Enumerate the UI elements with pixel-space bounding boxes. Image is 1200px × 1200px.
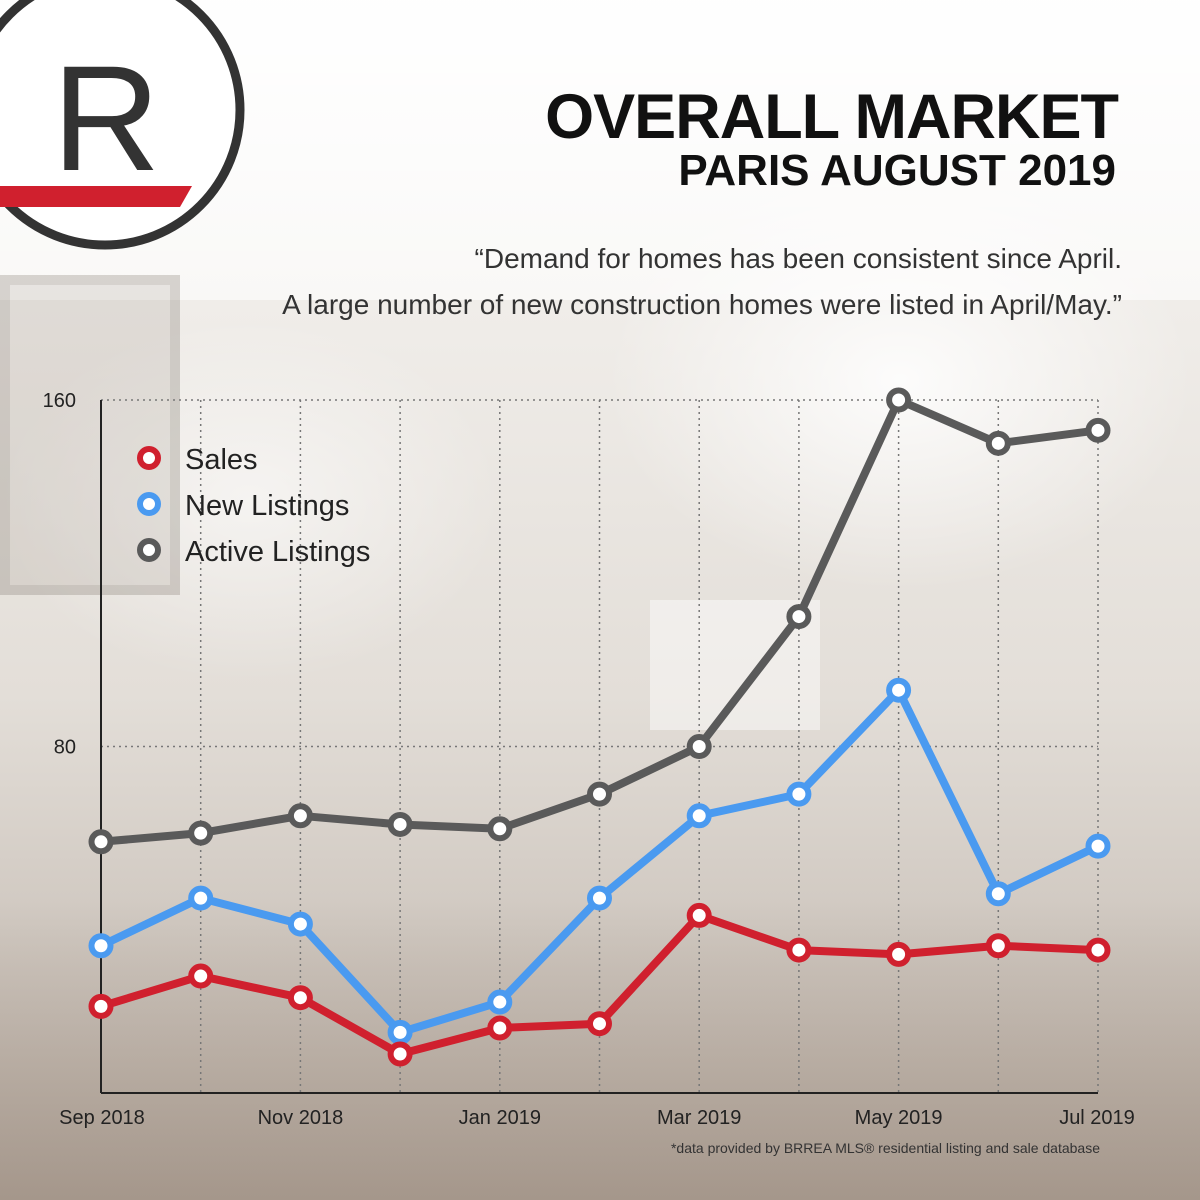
legend-marker [137, 538, 161, 562]
data-point-sales [287, 985, 313, 1011]
data-point-active-listings [985, 430, 1011, 456]
data-point-new-listings [886, 677, 912, 703]
data-point-active-listings [188, 820, 214, 846]
data-point-sales [387, 1041, 413, 1067]
data-point-sales [1085, 937, 1111, 963]
data-point-active-listings [686, 734, 712, 759]
data-point-sales [786, 937, 812, 963]
data-point-sales [886, 941, 912, 967]
data-point-new-listings [188, 885, 214, 911]
logo-ring [0, 0, 245, 250]
chart-grid [101, 399, 1099, 1093]
data-point-sales [587, 1011, 612, 1037]
data-point-active-listings [886, 387, 912, 413]
legend-label: Sales [185, 444, 258, 476]
x-tick-label: May 2019 [855, 1107, 943, 1129]
data-point-sales [487, 1015, 513, 1041]
data-point-active-listings [88, 829, 114, 855]
page-subtitle: PARIS AUGUST 2019 [678, 146, 1116, 195]
data-point-sales [686, 902, 712, 928]
brand-logo: R [0, 0, 245, 250]
data-point-new-listings [1085, 833, 1111, 859]
data-point-new-listings [985, 881, 1011, 907]
data-point-sales [985, 933, 1011, 959]
logo-stripe [0, 186, 192, 207]
quote-line-1: “Demand for homes has been consistent si… [474, 243, 1122, 274]
data-point-active-listings [387, 811, 413, 837]
data-point-new-listings [88, 933, 114, 959]
quote: “Demand for homes has been consistent si… [282, 236, 1122, 328]
x-tick-label: Sep 2018 [59, 1107, 145, 1129]
legend-marker [137, 446, 161, 470]
data-point-new-listings [786, 781, 812, 807]
chart-axes [100, 400, 1098, 1094]
data-point-sales [188, 963, 214, 989]
chart-legend: Sales New Listings Active Listings [137, 444, 370, 568]
series-line-new-listings [97, 686, 1102, 1037]
data-source-footnote: *data provided by BRREA MLS® residential… [670, 1140, 1100, 1156]
x-tick-label: Nov 2018 [258, 1107, 344, 1129]
quote-line-2: A large number of new construction homes… [282, 289, 1122, 320]
logo-letter: R [52, 34, 160, 202]
data-point-new-listings [387, 1019, 413, 1045]
data-point-new-listings [686, 803, 712, 829]
data-point-active-listings [487, 816, 513, 842]
legend-label: Active Listings [185, 536, 370, 568]
y-tick-label: 80 [54, 737, 76, 759]
y-tick-label: 160 [43, 390, 76, 412]
x-tick-label: Mar 2019 [657, 1107, 742, 1129]
x-tick-label: Jul 2019 [1059, 1107, 1135, 1129]
data-point-new-listings [587, 885, 612, 911]
data-point-sales [88, 993, 114, 1019]
data-point-new-listings [287, 911, 313, 937]
chart-tick-labels: 80 160 Sep 2018 Nov 2018 Jan 2019 Mar 2019 May… [43, 390, 1135, 1129]
data-point-active-listings [1085, 417, 1111, 443]
legend-marker [137, 492, 161, 516]
data-point-new-listings [487, 989, 513, 1015]
data-point-active-listings [287, 803, 313, 829]
data-point-active-listings [786, 604, 812, 630]
data-point-active-listings [587, 781, 612, 807]
page-title: OVERALL MARKET [545, 82, 1119, 152]
legend-label: New Listings [185, 490, 349, 522]
chart-series [88, 387, 1111, 1067]
x-tick-label: Jan 2019 [459, 1107, 541, 1129]
